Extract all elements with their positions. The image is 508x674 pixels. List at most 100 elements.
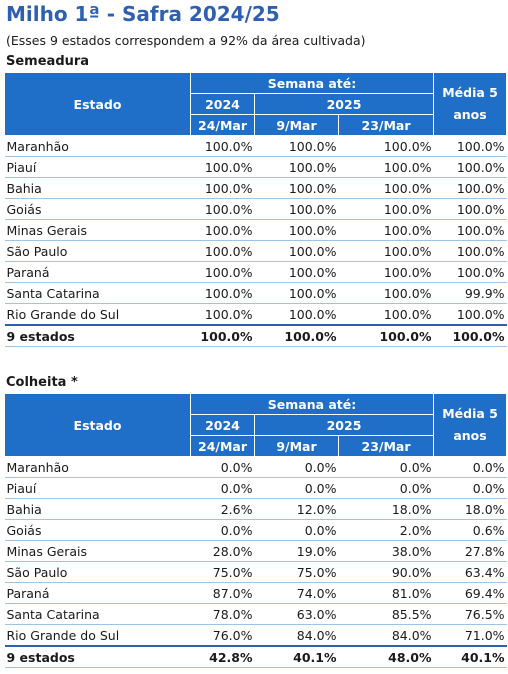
section-label-semeadura: Semeadura [6,54,90,69]
cell-estado: Santa Catarina [4,603,191,625]
cell-media: 40.1% [433,645,507,668]
cell-week2: 100.0% [338,324,434,347]
header-date-w1: 9/Mar [254,435,339,457]
cell-week1: 75.0% [254,561,339,583]
cell-estado: Piauí [4,156,191,178]
cell-2024: 100.0% [190,261,255,283]
cell-week1: 100.0% [254,303,339,325]
cell-media: 100.0% [433,156,507,178]
table-row: Minas Gerais 100.0% 100.0% 100.0% 100.0% [4,219,507,241]
header-estado: Estado [4,393,191,457]
cell-2024: 28.0% [190,540,255,562]
cell-week1: 0.0% [254,519,339,541]
table-row: Piauí 100.0% 100.0% 100.0% 100.0% [4,156,507,178]
table-row: Bahia 2.6% 12.0% 18.0% 18.0% [4,498,507,520]
cell-week1: 12.0% [254,498,339,520]
cell-2024: 42.8% [190,645,255,668]
table-row: Goiás 0.0% 0.0% 2.0% 0.6% [4,519,507,541]
cell-estado: São Paulo [4,561,191,583]
cell-week1: 100.0% [254,135,339,157]
cell-week1: 100.0% [254,324,339,347]
table-row-total: 9 estados 100.0% 100.0% 100.0% 100.0% [4,324,507,347]
cell-estado: São Paulo [4,240,191,262]
cell-2024: 100.0% [190,135,255,157]
cell-week2: 0.0% [338,456,434,478]
table-row: Santa Catarina 78.0% 63.0% 85.5% 76.5% [4,603,507,625]
cell-week2: 100.0% [338,198,434,220]
cell-2024: 78.0% [190,603,255,625]
cell-week1: 100.0% [254,219,339,241]
cell-2024: 100.0% [190,156,255,178]
table-row-total: 9 estados 42.8% 40.1% 48.0% 40.1% [4,645,507,668]
cell-media: 0.0% [433,456,507,478]
cell-week2: 2.0% [338,519,434,541]
cell-2024: 0.0% [190,519,255,541]
cell-week2: 90.0% [338,561,434,583]
table-semeadura: Estado Semana até: Média 5 anos 2024 202… [4,72,508,347]
table-row: Goiás 100.0% 100.0% 100.0% 100.0% [4,198,507,220]
cell-week2: 100.0% [338,219,434,241]
table-row: São Paulo 75.0% 75.0% 90.0% 63.4% [4,561,507,583]
cell-2024: 100.0% [190,240,255,262]
cell-media: 100.0% [433,219,507,241]
header-estado: Estado [4,72,191,136]
cell-week2: 100.0% [338,135,434,157]
cell-week2: 0.0% [338,477,434,499]
cell-media: 0.0% [433,477,507,499]
header-date-w2: 23/Mar [337,435,435,457]
table-row: Rio Grande do Sul 76.0% 84.0% 84.0% 71.0% [4,624,507,646]
cell-media: 99.9% [433,282,507,304]
header-year-2024: 2024 [190,93,255,115]
cell-media: 100.0% [433,135,507,157]
cell-media: 100.0% [433,240,507,262]
cell-week2: 100.0% [338,240,434,262]
cell-week2: 84.0% [338,624,434,646]
cell-2024: 100.0% [190,324,255,347]
cell-2024: 0.0% [190,456,255,478]
cell-week1: 40.1% [254,645,339,668]
cell-estado: Goiás [4,519,191,541]
cell-2024: 0.0% [190,477,255,499]
table-row: Piauí 0.0% 0.0% 0.0% 0.0% [4,477,507,499]
cell-2024: 2.6% [190,498,255,520]
cell-week2: 38.0% [338,540,434,562]
cell-2024: 100.0% [190,303,255,325]
table-colheita: Estado Semana até: Média 5 anos 2024 202… [4,393,508,668]
page-title: Milho 1ª - Safra 2024/25 [6,2,280,26]
cell-week1: 100.0% [254,156,339,178]
cell-media: 27.8% [433,540,507,562]
cell-2024: 75.0% [190,561,255,583]
cell-2024: 76.0% [190,624,255,646]
cell-week2: 100.0% [338,261,434,283]
cell-estado: Maranhão [4,456,191,478]
cell-week1: 0.0% [254,456,339,478]
cell-week2: 48.0% [338,645,434,668]
cell-media: 100.0% [433,261,507,283]
table-row: Maranhão 0.0% 0.0% 0.0% 0.0% [4,456,507,478]
cell-2024: 100.0% [190,219,255,241]
cell-estado: Santa Catarina [4,282,191,304]
cell-media: 0.6% [433,519,507,541]
table-row: Paraná 100.0% 100.0% 100.0% 100.0% [4,261,507,283]
cell-week1: 100.0% [254,240,339,262]
cell-media: 69.4% [433,582,507,604]
table-row: Minas Gerais 28.0% 19.0% 38.0% 27.8% [4,540,507,562]
cell-week1: 63.0% [254,603,339,625]
cell-estado: Rio Grande do Sul [4,624,191,646]
cell-media: 100.0% [433,198,507,220]
cell-week1: 0.0% [254,477,339,499]
cell-estado: Bahia [4,177,191,199]
table-row: Maranhão 100.0% 100.0% 100.0% 100.0% [4,135,507,157]
cell-week1: 100.0% [254,282,339,304]
section-label-colheita: Colheita * [6,375,78,390]
cell-week1: 74.0% [254,582,339,604]
table-row: Santa Catarina 100.0% 100.0% 100.0% 99.9% [4,282,507,304]
cell-week1: 19.0% [254,540,339,562]
cell-estado: Paraná [4,261,191,283]
header-year-2025: 2025 [253,414,435,436]
header-semana: Semana até: [189,393,435,415]
header-semana: Semana até: [189,72,435,94]
table-body-semeadura: Maranhão 100.0% 100.0% 100.0% 100.0% Piauí 100… [4,135,507,347]
header-year-2024: 2024 [190,414,255,436]
cell-estado: Minas Gerais [4,540,191,562]
